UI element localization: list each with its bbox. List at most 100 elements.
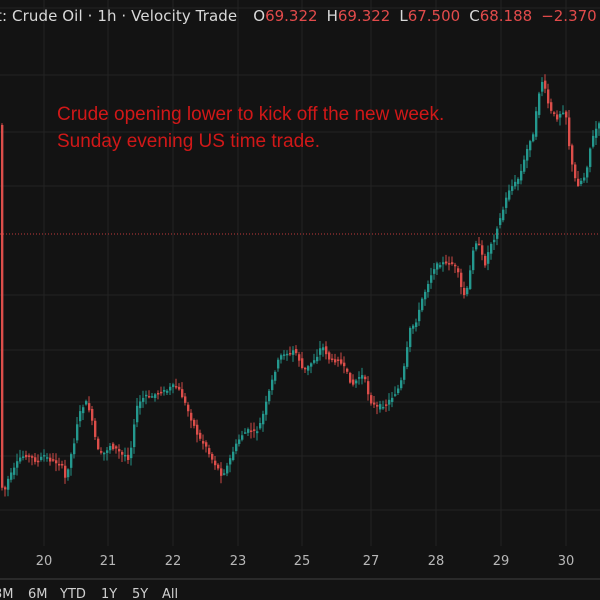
candle-down — [460, 272, 463, 287]
candle-up — [319, 348, 322, 355]
candle-up — [166, 390, 169, 393]
candle-up — [238, 439, 241, 444]
candle-down — [127, 454, 130, 460]
candle-down — [334, 359, 337, 363]
range-selector-bar: 3M 6M YTD 1Y 5Y All — [0, 582, 600, 600]
candle-up — [520, 170, 523, 181]
candle-down — [577, 178, 580, 186]
candle-down — [205, 442, 208, 447]
candle-down — [37, 460, 40, 463]
candle-up — [541, 81, 544, 92]
candle-up — [235, 443, 238, 452]
candle-down — [556, 114, 559, 120]
candle-down — [340, 359, 343, 364]
ohlc-key: L — [399, 7, 408, 25]
ohlc-item: −2.370 (− — [541, 7, 600, 25]
candle-up — [361, 375, 364, 379]
candle-down — [52, 459, 55, 461]
candle-down — [301, 358, 304, 369]
ohlc-value: 69.322 — [337, 7, 391, 25]
candle-up — [442, 262, 445, 265]
candle-up — [67, 469, 70, 478]
candle-up — [403, 366, 406, 380]
candle-up — [412, 325, 415, 329]
candle-up — [241, 435, 244, 440]
candle-up — [274, 371, 277, 381]
candle-down — [544, 80, 547, 89]
chart-annotation[interactable]: Crude opening lower to kick off the new … — [57, 101, 444, 155]
candle-down — [208, 448, 211, 455]
candle-down — [547, 89, 550, 104]
range-button-5y[interactable]: 5Y — [132, 587, 149, 600]
candle-up — [388, 399, 391, 405]
candle-up — [517, 178, 520, 184]
candle-up — [262, 413, 265, 425]
candle-down — [367, 381, 370, 395]
range-button-6m[interactable]: 6M — [28, 587, 48, 600]
candle-up — [397, 388, 400, 394]
candle-down — [160, 391, 163, 394]
candle-up — [379, 404, 382, 410]
candle-down — [304, 367, 307, 370]
candle-up — [142, 397, 145, 402]
candle-up — [427, 283, 430, 293]
candle-up — [322, 347, 325, 351]
candle-down — [553, 112, 556, 114]
candle-down — [1, 124, 4, 488]
candle-down — [220, 468, 223, 476]
candle-down — [298, 354, 301, 361]
candlestick-chart[interactable] — [0, 0, 600, 578]
candle-up — [595, 128, 598, 138]
range-button-all[interactable]: All — [162, 587, 179, 600]
candle-down — [364, 376, 367, 380]
candle-up — [583, 177, 586, 181]
candle-up — [151, 396, 154, 398]
candle-down — [100, 451, 103, 453]
candle-up — [139, 401, 142, 409]
candle-up — [40, 456, 43, 460]
candle-up — [310, 363, 313, 367]
candle-up — [409, 328, 412, 348]
candle-up — [532, 134, 535, 142]
candle-up — [508, 190, 511, 200]
candle-up — [424, 291, 427, 300]
range-button-1y[interactable]: 1Y — [101, 587, 118, 600]
candle-down — [328, 352, 331, 360]
candle-up — [19, 457, 22, 462]
candle-down — [448, 263, 451, 265]
candle-up — [292, 350, 295, 355]
candle-down — [184, 396, 187, 403]
candle-up — [226, 465, 229, 474]
candle-down — [190, 412, 193, 421]
candle-up — [265, 401, 268, 415]
candle-up — [154, 394, 157, 398]
range-button-3m[interactable]: 3M — [0, 587, 14, 600]
candle-up — [10, 472, 13, 480]
candle-down — [181, 389, 184, 398]
candle-down — [454, 264, 457, 267]
candle-down — [373, 402, 376, 405]
range-button-ytd[interactable]: YTD — [60, 587, 86, 600]
candle-up — [229, 458, 232, 465]
time-axis[interactable]: 20 21 22 23 25 27 28 29 30 — [0, 546, 600, 580]
candle-up — [421, 298, 424, 311]
candle-down — [88, 403, 91, 411]
candle-up — [145, 394, 148, 397]
candle-down — [28, 455, 31, 457]
candle-down — [94, 420, 97, 437]
candle-up — [439, 265, 442, 268]
candle-down — [376, 404, 379, 407]
candle-up — [247, 429, 250, 433]
candle-up — [562, 112, 565, 115]
candle-up — [523, 159, 526, 172]
time-axis-label: 22 — [164, 554, 182, 569]
candle-up — [394, 394, 397, 396]
candle-down — [115, 446, 118, 449]
candle-up — [232, 451, 235, 461]
candle-up — [283, 354, 286, 356]
candle-up — [469, 270, 472, 289]
candle-down — [202, 441, 205, 444]
candle-down — [343, 362, 346, 367]
symbol-title[interactable]: t: Crude Oil · 1h · Velocity Trade — [0, 7, 238, 25]
candle-up — [589, 148, 592, 167]
